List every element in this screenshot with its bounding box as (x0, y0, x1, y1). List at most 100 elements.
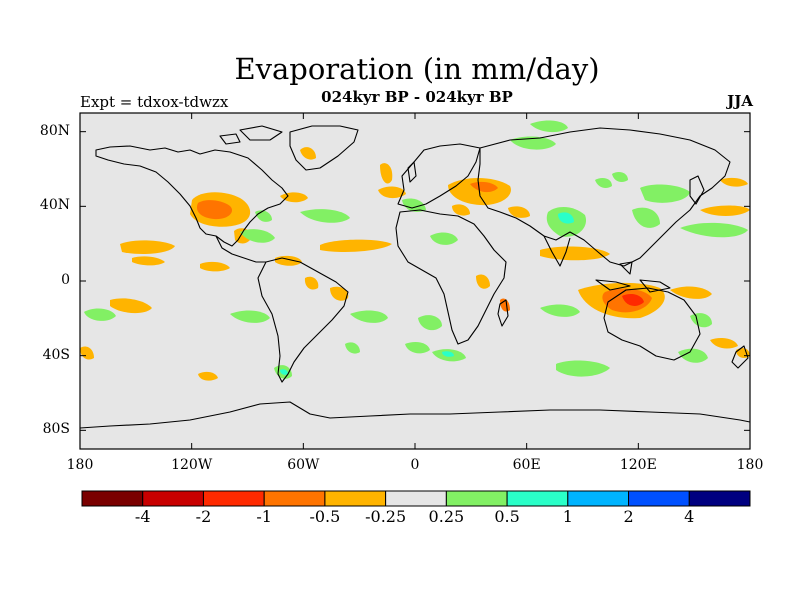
field-patch (430, 232, 458, 245)
colorbar-label: -4 (134, 507, 151, 526)
field-patch (405, 342, 430, 354)
colorbar-swatch (445, 490, 508, 507)
field-patch (452, 204, 470, 216)
field-patch (330, 286, 349, 301)
field-patch (442, 351, 454, 357)
lat-tick-label: 0 (61, 272, 70, 288)
colorbar-label: -1 (256, 507, 272, 526)
field-patch (530, 120, 568, 133)
field-patch (320, 239, 392, 252)
field-patch (690, 313, 712, 328)
north-america-coast (95, 145, 289, 247)
colorbar-label: 1 (562, 507, 573, 526)
field-patch (378, 186, 406, 199)
field-patch (300, 147, 316, 160)
coastlines (79, 125, 751, 429)
colorbar (81, 490, 751, 507)
madagascar-coast (497, 299, 509, 327)
field-patch (720, 177, 748, 187)
field-patch (558, 212, 574, 224)
colorbar-label: 4 (684, 507, 695, 526)
greenland-coast (289, 125, 359, 171)
lat-tick-label: 80N (39, 122, 70, 139)
colorbar-swatch (324, 490, 387, 507)
field-patch (540, 304, 580, 317)
colorbar-label: -0.5 (309, 507, 341, 526)
field-patch (280, 369, 288, 375)
india-coast (543, 235, 571, 267)
field-patch (380, 163, 393, 184)
map-subtitle: 024kyr BP - 024kyr BP (321, 88, 513, 106)
colorbar-label: 2 (623, 507, 634, 526)
field-patch (678, 348, 708, 363)
field-patch (304, 276, 319, 290)
central-america-coast (215, 235, 266, 263)
field-patch (670, 286, 712, 299)
colorbar-swatch (506, 490, 569, 507)
lon-tick-label: 120W (171, 457, 213, 473)
colorbar-swatch (81, 490, 144, 507)
field-patch (200, 261, 230, 272)
south-america-coast (257, 257, 349, 383)
field-patch (680, 222, 748, 238)
japan-coast (689, 175, 705, 205)
field-patch (476, 274, 490, 289)
new-zealand-coast (731, 345, 749, 369)
field-patch (196, 200, 233, 220)
africa-coast (395, 209, 507, 345)
colorbar-swatch (263, 490, 326, 507)
asia-coast (477, 127, 731, 267)
antarctica-coast (79, 401, 751, 429)
map-title: Evaporation (in mm/day) (234, 52, 600, 86)
experiment-label: Expt = tdxox-tdwzx (80, 93, 229, 111)
colorbar-swatch (385, 490, 447, 507)
colorbar-swatch (628, 490, 690, 507)
field-patch (612, 172, 628, 182)
field-patch (622, 294, 644, 306)
field-patch (300, 209, 350, 223)
field-patch (470, 181, 498, 193)
field-patch (84, 308, 116, 321)
field-patch (710, 338, 738, 349)
field-patch (132, 256, 165, 266)
lon-tick-label: 0 (410, 457, 420, 473)
field-patch (540, 246, 610, 261)
colorbar-swatch (688, 490, 751, 507)
colorbar-label: 0.5 (494, 507, 520, 526)
lon-tick-label: 60E (512, 457, 541, 473)
lon-tick-label: 60W (287, 457, 320, 473)
colorbar-swatch (142, 490, 204, 507)
anomaly-fields (80, 120, 750, 381)
field-patch (402, 198, 426, 212)
lat-tick-label: 40N (39, 197, 70, 214)
lon-tick-label: 180 (736, 457, 764, 473)
field-patch (345, 342, 360, 354)
colorbar-label: -2 (195, 507, 212, 526)
field-patch (110, 298, 152, 314)
field-patch (508, 206, 530, 218)
colorbar-swatch (567, 490, 630, 507)
field-patch (632, 207, 660, 228)
field-patch (80, 346, 94, 360)
plot-area (79, 112, 751, 450)
field-patch (640, 184, 690, 203)
uk-coast (407, 161, 417, 183)
field-patch (350, 310, 388, 323)
lat-tick-label: 80S (42, 421, 70, 438)
colorbar-swatch (202, 490, 265, 507)
lon-tick-label: 180 (66, 457, 94, 473)
colorbar-label: 0.25 (428, 507, 465, 526)
colorbar-label: -0.25 (365, 507, 407, 526)
field-patch (556, 360, 610, 377)
field-patch (198, 371, 218, 381)
lon-tick-label: 120E (619, 457, 657, 473)
season-label: JJA (727, 92, 753, 110)
australia-coast (603, 287, 701, 361)
field-patch (700, 205, 750, 216)
field-patch (230, 310, 270, 323)
field-patch (120, 240, 175, 254)
field-patch (595, 178, 612, 188)
arctic-islands (219, 125, 283, 145)
tick-marks (79, 113, 751, 449)
